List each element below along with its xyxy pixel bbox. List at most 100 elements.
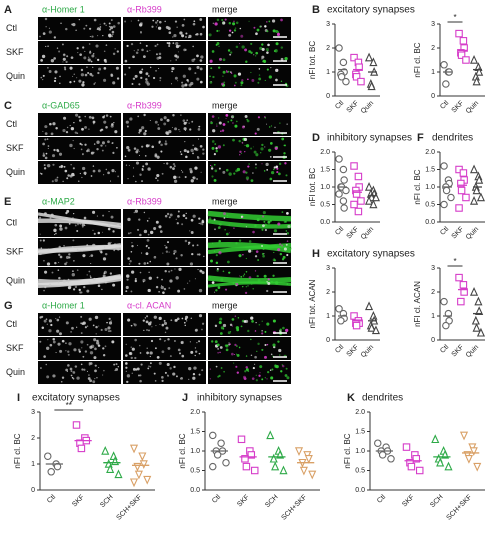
punctum: [116, 50, 119, 53]
data-point: [350, 200, 358, 209]
punctum: [218, 167, 221, 170]
punctum: [147, 75, 150, 77]
punctum: [39, 35, 41, 38]
punctum: [214, 340, 218, 344]
punctum: [117, 21, 120, 25]
punctum: [157, 127, 161, 130]
punctum: [42, 32, 46, 35]
punctum: [267, 370, 270, 374]
punctum: [134, 356, 137, 360]
punctum: [139, 70, 143, 74]
punctum: [262, 247, 265, 250]
punctum: [92, 380, 96, 384]
punctum: [95, 44, 99, 48]
punctum: [63, 66, 67, 69]
punctum: [83, 171, 87, 175]
punctum: [208, 217, 212, 220]
punctum: [69, 286, 72, 288]
punctum: [107, 326, 111, 330]
punctum: [219, 317, 223, 321]
punctum: [184, 176, 187, 179]
punctum: [226, 214, 229, 216]
punctum: [244, 114, 248, 118]
punctum: [275, 166, 278, 169]
punctum: [197, 128, 201, 131]
punctum: [96, 140, 100, 144]
punctum: [103, 58, 107, 62]
punctum: [110, 19, 113, 21]
punctum: [54, 70, 58, 74]
y-tick-label: 2.0: [320, 149, 330, 156]
punctum: [110, 74, 114, 77]
punctum: [141, 180, 144, 183]
punctum: [266, 322, 270, 326]
punctum: [255, 250, 259, 253]
punctum: [60, 22, 62, 24]
data-point: [440, 61, 448, 69]
punctum: [152, 76, 156, 80]
punctum: [234, 27, 237, 29]
punctum: [215, 261, 219, 265]
punctum: [80, 322, 83, 325]
punctum: [268, 75, 272, 79]
punctum: [125, 164, 128, 166]
punctum: [59, 75, 61, 78]
punctum: [272, 319, 276, 323]
data-point: [367, 322, 376, 332]
data-point: [472, 76, 481, 86]
punctum: [76, 376, 80, 380]
punctum: [159, 230, 163, 233]
punctum: [186, 282, 189, 284]
punctum: [78, 180, 80, 183]
punctum: [117, 248, 120, 251]
punctum: [178, 176, 181, 179]
punctum: [114, 171, 116, 173]
punctum: [250, 147, 253, 150]
punctum: [87, 377, 91, 380]
punctum: [161, 323, 165, 327]
punctum: [266, 343, 269, 346]
punctum: [163, 321, 168, 326]
punctum: [220, 326, 224, 330]
punctum: [158, 316, 162, 320]
punctum: [215, 289, 218, 292]
punctum: [65, 60, 68, 64]
punctum: [278, 354, 281, 356]
punctum: [217, 352, 219, 354]
punctum: [126, 146, 130, 150]
punctum: [190, 317, 192, 319]
punctum: [217, 375, 220, 378]
punctum: [261, 163, 263, 165]
punctum: [115, 66, 119, 70]
y-tick-label: 2: [326, 289, 330, 296]
x-tick-label: Ctl: [334, 99, 345, 110]
punctum: [74, 285, 78, 289]
punctum: [227, 331, 231, 335]
punctum: [100, 128, 104, 131]
punctum: [116, 77, 120, 80]
punctum: [156, 173, 160, 178]
punctum: [126, 380, 129, 384]
punctum: [261, 43, 264, 46]
punctum: [40, 58, 43, 62]
punctum: [70, 126, 75, 131]
punctum: [166, 42, 169, 44]
punctum: [230, 72, 233, 74]
punctum: [126, 274, 130, 278]
punctum: [238, 239, 242, 242]
punctum: [111, 169, 115, 173]
punctum: [199, 269, 203, 273]
punctum: [58, 166, 61, 168]
punctum: [179, 352, 181, 355]
punctum: [57, 269, 60, 271]
punctum: [209, 378, 212, 380]
punctum: [201, 223, 204, 226]
micrograph: [123, 17, 206, 40]
punctum: [112, 230, 115, 233]
data-point: [129, 444, 139, 454]
punctum: [257, 116, 261, 119]
punctum: [53, 57, 56, 60]
micrograph: [38, 137, 121, 160]
punctum: [248, 249, 252, 253]
y-axis-label: nFI tot. ACAN: [308, 279, 317, 328]
